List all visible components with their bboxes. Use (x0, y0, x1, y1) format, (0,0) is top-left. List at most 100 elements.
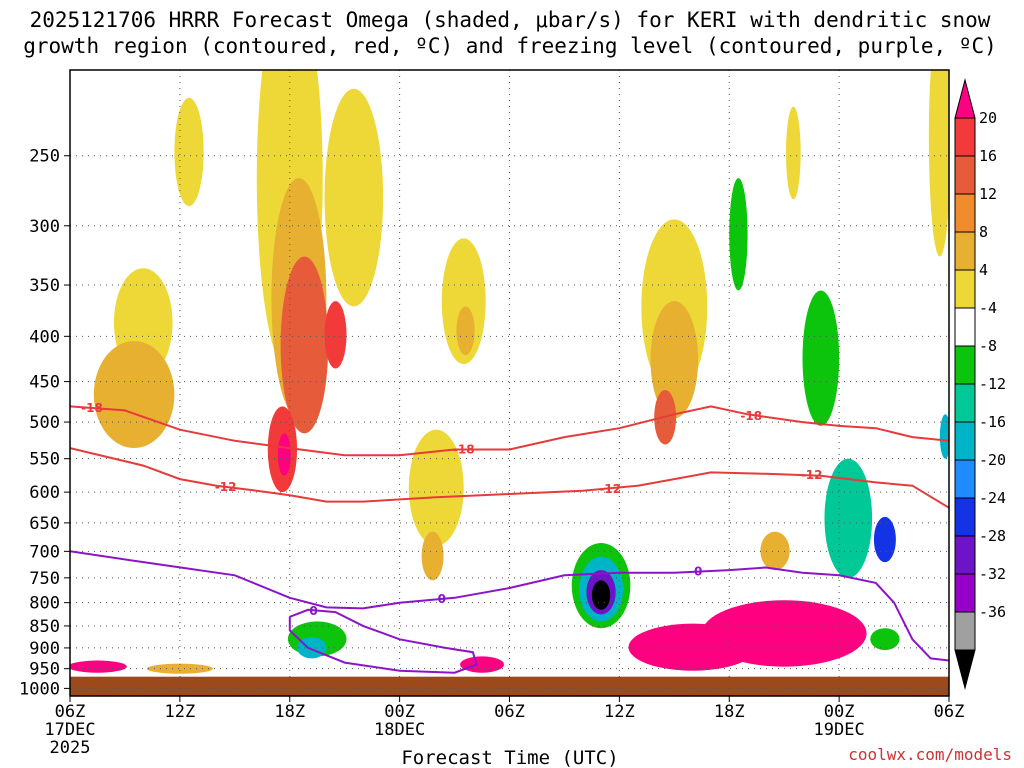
x-tick-label-36: 18Z (714, 702, 745, 722)
x-tick-label-6: 12Z (165, 702, 196, 722)
omega-cell-12 (456, 306, 475, 356)
colorbar-tick-8: -16 (979, 413, 1006, 431)
y-tick-label-1000: 1000 (19, 679, 60, 699)
isotherm-minus12-line (70, 447, 949, 509)
label-zero-c: 0 (309, 604, 317, 618)
colorbar-tick-11: -28 (979, 527, 1006, 545)
x-tick-label-24: 06Z (494, 702, 525, 722)
x-tick-label-30: 12Z (604, 702, 635, 722)
colorbar-tick-10: -24 (979, 489, 1006, 507)
isotherm-minus18-line (70, 405, 949, 457)
y-tick-label-950: 950 (29, 660, 60, 680)
colorbar-tick-13: -36 (979, 603, 1006, 621)
colorbar-band-14 (954, 611, 976, 651)
ground-below-surface (70, 676, 949, 696)
colorbar-tick-12: -32 (979, 565, 1006, 583)
colorbar-band-2 (954, 155, 976, 195)
pressure-axis: 2503003504004505005506006507007508008509… (19, 147, 70, 699)
y-tick-label-900: 900 (29, 639, 60, 659)
y-tick-label-700: 700 (29, 542, 60, 562)
y-tick-label-850: 850 (29, 617, 60, 637)
omega-cell-5 (280, 256, 329, 434)
colorbar-tick-1: 16 (979, 147, 997, 165)
y-tick-label-300: 300 (29, 217, 60, 237)
colorbar-tick-3: 8 (979, 223, 988, 241)
x-tick-label-42: 00Z (824, 702, 855, 722)
omega-cell-10 (408, 429, 464, 546)
omega-cell-24 (146, 663, 213, 674)
colorbar-tick-2: 12 (979, 185, 997, 203)
x-date-label-42: 19DEC (814, 720, 865, 740)
colorbar-tick-7: -12 (979, 375, 1006, 393)
colorbar-band-13 (954, 573, 976, 613)
freezing-loop-line (288, 608, 478, 674)
omega-cell-1 (93, 341, 175, 449)
label-minus18-c: -18 (740, 409, 762, 423)
omega-cell-22 (460, 656, 505, 673)
label-zero-a: 0 (438, 592, 446, 606)
label-minus12-b: -12 (599, 482, 621, 496)
x-tick-label-48: 06Z (934, 702, 965, 722)
colorbar-band-6 (954, 307, 976, 347)
omega-cell-18 (786, 106, 801, 200)
colorbar-band-5 (954, 269, 976, 309)
colorbar-tick-9: -20 (979, 451, 1006, 469)
chart-title-line-2: growth region (contoured, red, ºC) and f… (23, 34, 997, 58)
label-zero-b: 0 (694, 565, 702, 579)
omega-cell-2 (174, 97, 204, 207)
colorbar-band-7 (954, 345, 976, 385)
omega-cell-8 (324, 301, 347, 369)
ground-fill (70, 676, 949, 696)
colorbar-band-15 (954, 649, 976, 690)
omega-cell-32 (873, 516, 896, 563)
omega-cell-31 (824, 458, 873, 578)
omega-cell-19 (760, 531, 790, 571)
y-tick-label-650: 650 (29, 514, 60, 534)
x-date-label-18: 18DEC (374, 720, 425, 740)
omega-cell-28 (591, 580, 611, 610)
y-tick-label-800: 800 (29, 594, 60, 614)
chart-title-line-1: 2025121706 HRRR Forecast Omega (shaded, … (30, 8, 991, 32)
colorbar-band-4 (954, 231, 976, 271)
omega-cell-36 (939, 414, 949, 459)
colorbar-band-11 (954, 497, 976, 537)
omega-cell-9 (324, 88, 384, 307)
x-tick-label-0: 06Z (55, 702, 86, 722)
colorbar-band-10 (954, 459, 976, 499)
colorbar-band-9 (954, 421, 976, 461)
y-tick-label-450: 450 (29, 373, 60, 393)
label-minus12-c: -12 (801, 468, 823, 482)
label-minus18-a: -18 (81, 401, 103, 415)
colorbar-tick-5: -4 (979, 299, 997, 317)
x-tick-label-18: 00Z (384, 702, 415, 722)
omega-cell-11 (441, 238, 486, 365)
x-date-label-0: 17DEC (44, 720, 95, 740)
omega-cell-21 (701, 600, 867, 667)
y-tick-label-350: 350 (29, 276, 60, 296)
y-tick-label-500: 500 (29, 413, 60, 433)
omega-cell-15 (650, 301, 699, 419)
omega-cell-35 (870, 628, 900, 651)
colorbar-tick-0: 20 (979, 109, 997, 127)
omega-cell-29 (729, 178, 748, 291)
colorbar-band-0 (954, 78, 976, 119)
omega-cell-17 (928, 70, 949, 257)
colorbar-band-8 (954, 383, 976, 423)
colorbar-band-12 (954, 535, 976, 575)
x-year-label-0: 2025 (50, 738, 91, 758)
colorbar-band-3 (954, 193, 976, 233)
label-minus18-b: -18 (453, 442, 475, 456)
y-tick-label-600: 600 (29, 483, 60, 503)
omega-cell-13 (421, 531, 444, 581)
colorbar-band-1 (954, 117, 976, 157)
x-tick-label-12: 18Z (274, 702, 305, 722)
credit-text: coolwx.com/models (848, 745, 1012, 764)
colorbar: 20 16 12 8 4 -4 -8 -12 -16 -20 -24 -28 -32 -36 (954, 78, 1006, 690)
freezing-level-line (70, 550, 949, 662)
colorbar-tick-4: 4 (979, 261, 988, 279)
y-tick-label-750: 750 (29, 569, 60, 589)
y-tick-label-550: 550 (29, 450, 60, 470)
omega-shading (70, 70, 949, 674)
